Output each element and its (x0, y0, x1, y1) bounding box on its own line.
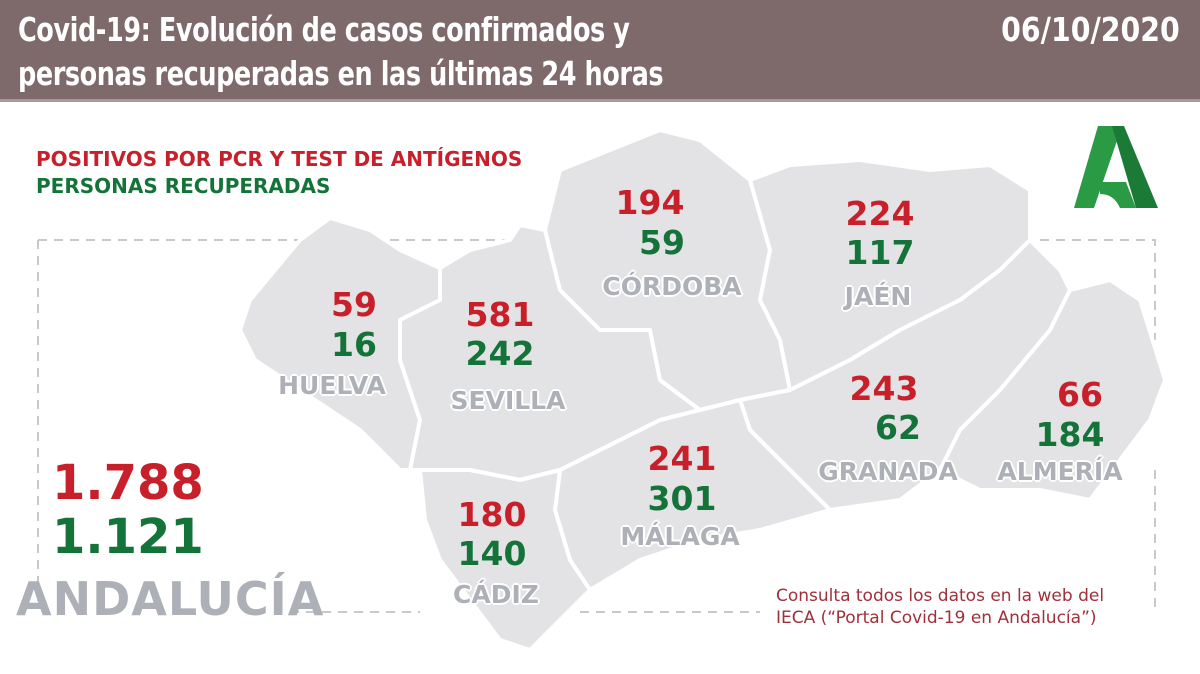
source-note: Consulta todos los datos en la web del I… (776, 585, 1104, 629)
jaen-positives: 224 (845, 194, 915, 233)
province-almeria (938, 278, 1167, 502)
almeria-label: ALMERÍA (997, 457, 1123, 486)
legend-positives: POSITIVOS POR PCR Y TEST DE ANTÍGENOS (36, 147, 523, 171)
region-label: ANDALUCÍA (16, 572, 325, 626)
province-cadiz (418, 468, 592, 652)
cordoba-recovered: 59 (639, 223, 685, 262)
huelva-recovered: 16 (331, 325, 377, 364)
source-note-line-1: Consulta todos los datos en la web del (776, 586, 1105, 606)
malaga-positives: 241 (647, 439, 717, 478)
huelva-label: HUELVA (278, 371, 386, 400)
granada-recovered: 62 (875, 408, 921, 447)
page-title: Covid-19: Evolución de casos confirmados… (18, 8, 664, 96)
jaen-recovered: 117 (845, 233, 915, 272)
title-line-1: Covid-19: Evolución de casos confirmados… (18, 10, 630, 49)
report-date: 06/10/2020 (1001, 10, 1180, 49)
granada-label: GRANADA (818, 457, 958, 486)
huelva-positives: 59 (331, 285, 377, 324)
title-line-2: personas recuperadas en las últimas 24 h… (18, 54, 664, 93)
jaen-label: JAÉN (844, 282, 912, 311)
sevilla-label: SEVILLA (450, 386, 566, 415)
sevilla-positives: 581 (465, 295, 535, 334)
total-recovered: 1.121 (52, 509, 204, 565)
cadiz-positives: 180 (457, 495, 527, 534)
sevilla-recovered: 242 (465, 334, 535, 373)
source-note-line-2: IECA (“Portal Covid-19 en Andalucía”) (776, 608, 1097, 628)
almeria-positives: 66 (1057, 375, 1103, 414)
granada-positives: 243 (849, 369, 919, 408)
cadiz-recovered: 140 (457, 534, 527, 573)
legend: POSITIVOS POR PCR Y TEST DE ANTÍGENOS PE… (36, 146, 522, 200)
header-banner: Covid-19: Evolución de casos confirmados… (0, 0, 1200, 102)
cadiz-label: CÁDIZ (453, 580, 539, 609)
total-positives: 1.788 (52, 455, 204, 511)
junta-de-andalucia-logo-icon (1074, 126, 1158, 208)
cordoba-positives: 194 (615, 183, 685, 222)
almeria-recovered: 184 (1035, 415, 1105, 454)
malaga-label: MÁLAGA (620, 522, 740, 551)
legend-recovered: PERSONAS RECUPERADAS (36, 174, 331, 198)
cordoba-label: CÓRDOBA (602, 272, 742, 301)
malaga-recovered: 301 (647, 479, 717, 518)
